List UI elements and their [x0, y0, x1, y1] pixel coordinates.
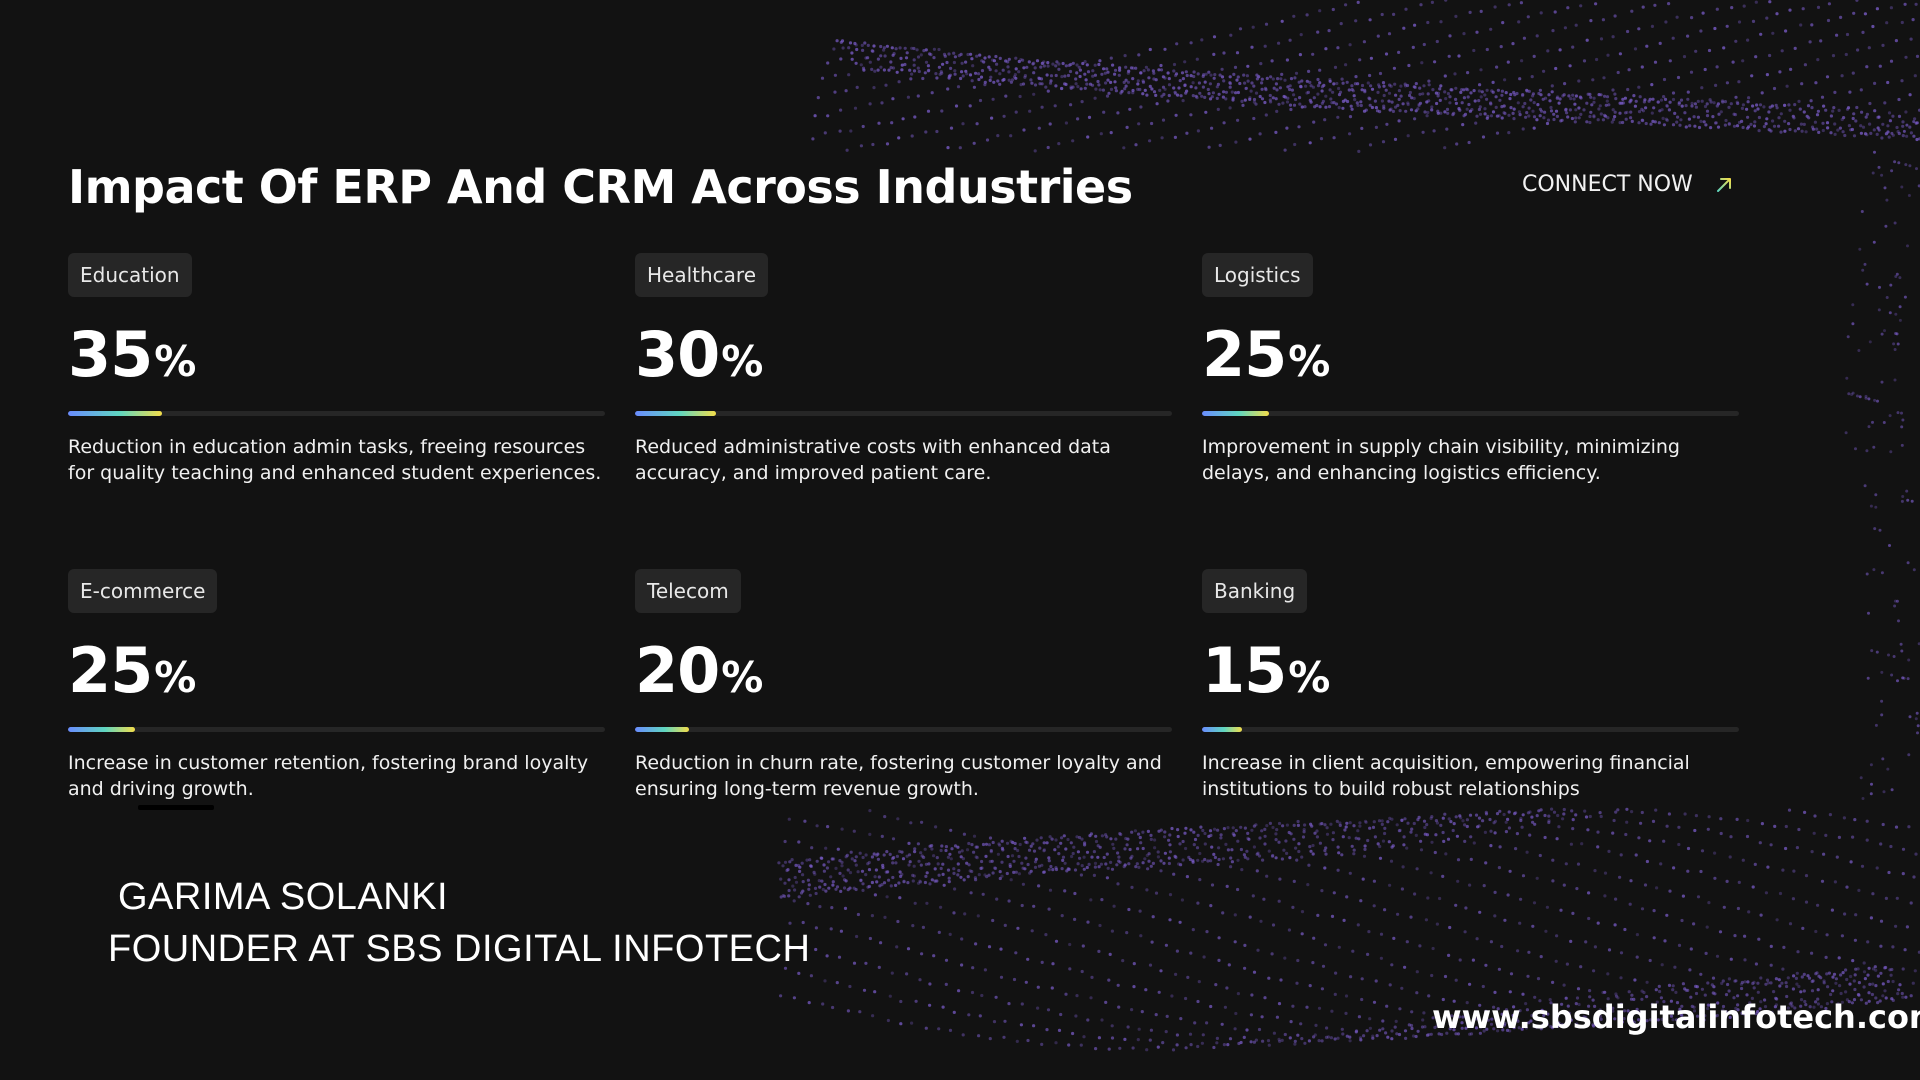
stat-unit: % [721, 337, 764, 386]
progress-track [68, 727, 605, 732]
industry-card-education: Education 35% Reduction in education adm… [68, 253, 605, 486]
stat-unit: % [154, 337, 197, 386]
industry-description: Increase in customer retention, fosterin… [68, 752, 589, 800]
progress-fill [68, 411, 162, 416]
connect-now-label: CONNECT NOW [1522, 172, 1693, 197]
progress-fill [635, 411, 716, 416]
industry-label: Logistics [1202, 253, 1313, 297]
industry-description: Reduced administrative costs with enhanc… [635, 436, 1111, 484]
industry-label: Healthcare [635, 253, 769, 297]
industry-stat: 25% [68, 635, 605, 707]
author-name: GARIMA SOLANKI [118, 876, 449, 918]
industry-description: Improvement in supply chain visibility, … [1202, 436, 1680, 484]
industry-label: Telecom [635, 569, 741, 613]
industry-card-telecom: Telecom 20% Reduction in churn rate, fos… [635, 569, 1172, 802]
industry-stat: 35% [68, 319, 605, 391]
progress-fill [1202, 727, 1243, 732]
industry-label: E-commerce [68, 569, 218, 613]
website-url[interactable]: www.sbsdigitalinfotech.com [1432, 998, 1920, 1036]
arrow-up-right-icon [1716, 177, 1731, 192]
industry-description: Reduction in churn rate, fostering custo… [635, 752, 1162, 800]
progress-track [1202, 411, 1739, 416]
progress-fill [1202, 411, 1270, 416]
stat-value: 20 [635, 634, 720, 707]
progress-track [68, 411, 605, 416]
progress-track [1202, 727, 1739, 732]
stat-value: 15 [1202, 634, 1287, 707]
industry-description: Reduction in education admin tasks, free… [68, 436, 602, 484]
industry-description: Increase in client acquisition, empoweri… [1202, 752, 1690, 800]
stat-value: 25 [68, 634, 153, 707]
stat-value: 35 [68, 318, 153, 391]
connect-now-link[interactable]: CONNECT NOW [1522, 172, 1733, 197]
progress-track [635, 727, 1172, 732]
page-title: Impact Of ERP And CRM Across Industries [68, 160, 1133, 214]
stat-value: 25 [1202, 318, 1287, 391]
industry-stat: 25% [1202, 319, 1739, 391]
industry-stat: 20% [635, 635, 1172, 707]
author-role: FOUNDER AT SBS DIGITAL INFOTECH [108, 928, 811, 970]
industry-card-ecommerce: E-commerce 25% Increase in customer rete… [68, 569, 605, 802]
divider [138, 805, 214, 810]
stat-unit: % [1288, 337, 1331, 386]
progress-fill [635, 727, 689, 732]
stat-unit: % [154, 653, 197, 702]
industry-stat: 15% [1202, 635, 1739, 707]
progress-track [635, 411, 1172, 416]
progress-fill [68, 727, 136, 732]
industry-card-banking: Banking 15% Increase in client acquisiti… [1202, 569, 1739, 802]
industry-label: Banking [1202, 569, 1308, 613]
stat-unit: % [1288, 653, 1331, 702]
industry-card-healthcare: Healthcare 30% Reduced administrative co… [635, 253, 1172, 486]
stat-unit: % [721, 653, 764, 702]
industry-card-logistics: Logistics 25% Improvement in supply chai… [1202, 253, 1739, 486]
stat-value: 30 [635, 318, 720, 391]
industry-stat: 30% [635, 319, 1172, 391]
industry-label: Education [68, 253, 192, 297]
